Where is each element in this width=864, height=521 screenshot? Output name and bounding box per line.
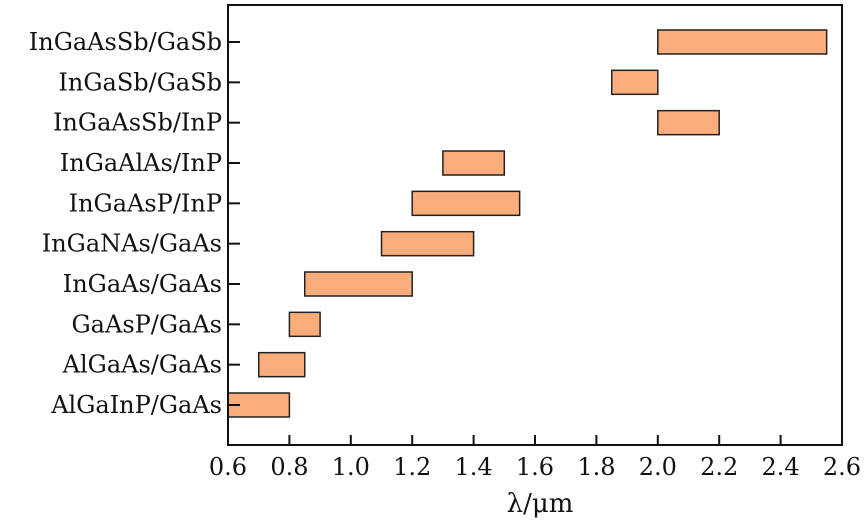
bar-3 — [442, 150, 506, 176]
bar-5 — [380, 230, 475, 257]
y-ticks — [228, 41, 240, 406]
x-tick-label-1: 0.8 — [270, 453, 308, 481]
bar-7 — [288, 311, 321, 338]
x-axis-title: λ/μm — [507, 489, 574, 519]
x-tick-label-9: 2.4 — [762, 453, 800, 481]
x-tick-label-8: 2.2 — [700, 453, 738, 481]
x-tick-label-5: 1.6 — [516, 453, 554, 481]
category-label-0: InGaAsSb/GaSb — [29, 28, 222, 56]
plot-frame — [227, 4, 843, 446]
bar-4 — [411, 190, 521, 217]
bar-6 — [304, 271, 413, 297]
x-ticks — [227, 435, 843, 445]
x-tick-label-10: 2.6 — [823, 453, 861, 481]
category-labels: InGaAsSb/GaSb InGaSb/GaSb InGaAsSb/InP InGa… — [29, 28, 222, 419]
category-label-7: GaAsP/GaAs — [72, 310, 223, 338]
category-label-3: InGaAlAs/InP — [60, 149, 222, 177]
x-tick-label-6: 1.8 — [577, 453, 615, 481]
x-tick-label-0: 0.6 — [209, 453, 247, 481]
category-label-8: AlGaAs/GaAs — [62, 351, 222, 379]
x-tick-label-2: 1.0 — [332, 453, 370, 481]
bar-2 — [657, 109, 720, 136]
category-label-6: InGaAs/GaAs — [63, 270, 222, 298]
x-tick-label-3: 1.2 — [393, 453, 431, 481]
category-label-2: InGaAsSb/InP — [53, 109, 222, 137]
category-label-4: InGaAsP/InP — [69, 189, 222, 217]
x-tick-label-4: 1.4 — [455, 453, 493, 481]
category-label-1: InGaSb/GaSb — [58, 68, 222, 96]
x-tick-labels: 0.6 0.8 1.0 1.2 1.4 1.6 1.8 2.0 2.2 2.4 2.6 — [209, 453, 861, 481]
bar-8 — [257, 351, 306, 378]
category-label-5: InGaNAs/GaAs — [42, 230, 222, 258]
bars-group — [227, 29, 828, 418]
bar-1 — [611, 69, 659, 96]
category-label-9: AlGaInP/GaAs — [50, 391, 222, 419]
bar-0 — [657, 29, 828, 55]
x-tick-label-7: 2.0 — [639, 453, 677, 481]
